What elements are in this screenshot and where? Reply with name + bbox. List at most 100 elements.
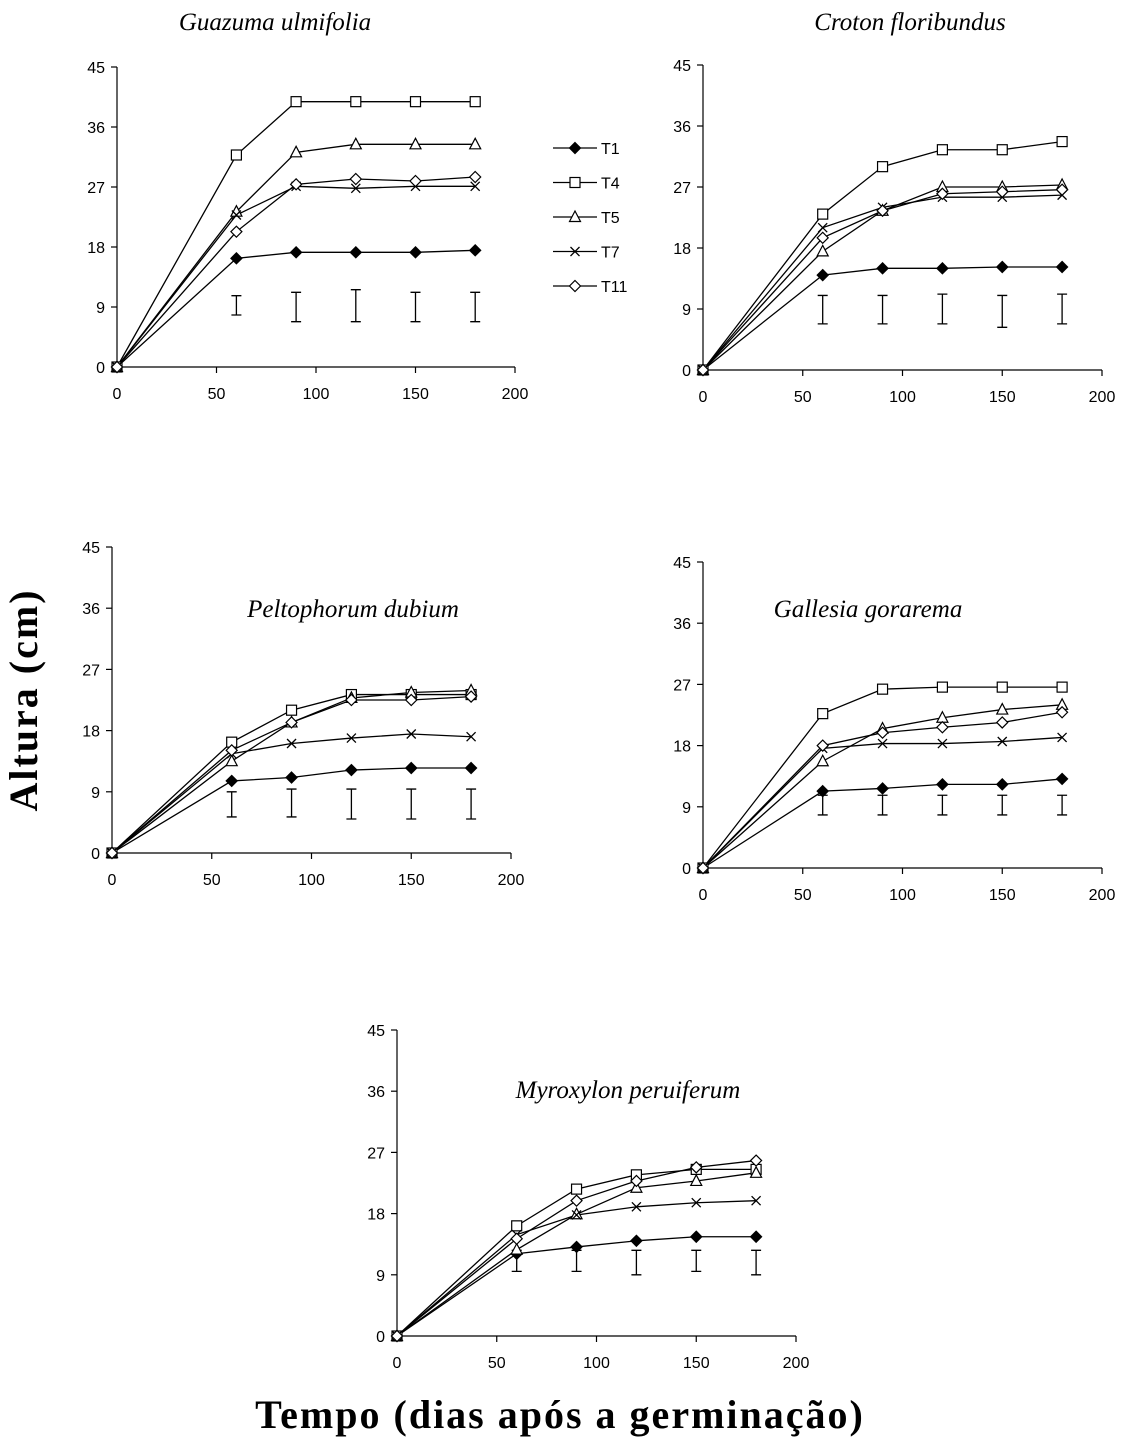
data-point-t11	[995, 716, 1009, 729]
data-point-t1	[225, 774, 239, 788]
error-bar	[877, 294, 888, 325]
x-axis-label: Tempo (dias após a germinação)	[255, 1392, 865, 1437]
data-point-t1	[349, 245, 363, 259]
series-line-t11	[702, 711, 1063, 869]
data-point-t11	[464, 690, 478, 703]
data-point-t1	[995, 778, 1009, 791]
error-bar	[877, 794, 888, 816]
chart-panel-2: Croton floribundus 0 9 18 27 36 45 0 50 100 150 200	[673, 9, 1115, 406]
y-tick-label: 9	[682, 800, 691, 817]
error-bar	[226, 791, 237, 818]
data-point-t5	[995, 702, 1009, 715]
data-point-t1	[995, 260, 1009, 274]
data-point-t11	[816, 231, 830, 245]
y-tick-label: 36	[87, 120, 105, 137]
x-tick-label: 100	[303, 386, 330, 403]
x-tick-label: 0	[699, 389, 708, 406]
data-point-t5	[289, 145, 303, 158]
x-tick-label: 100	[298, 872, 325, 889]
data-point-t4	[511, 1220, 523, 1232]
y-tick-label: 45	[673, 58, 691, 75]
data-point-t11	[404, 693, 418, 707]
data-point-t4	[936, 144, 949, 156]
data-point-t1	[285, 771, 298, 784]
series-line-t11	[702, 189, 1063, 371]
legend-item-t1: T1	[553, 141, 620, 158]
y-tick-label: 45	[367, 1023, 385, 1040]
series-line-t5	[702, 184, 1063, 371]
data-point-t1	[936, 261, 949, 275]
data-point-t1	[936, 778, 949, 791]
legend-item-t11: T11	[553, 279, 627, 296]
chart-panel-3: Peltophorum dubium 0 9 18 27 36 45 0 50 100 150 200	[82, 540, 524, 889]
data-point-t1	[570, 1240, 583, 1254]
data-point-t11	[349, 172, 363, 186]
error-bar	[997, 294, 1008, 328]
panel-title: Peltophorum dubium	[246, 596, 459, 623]
panel-title: Croton floribundus	[814, 9, 1005, 36]
data-point-t4	[350, 96, 362, 108]
x-tick-label: 150	[398, 872, 425, 889]
x-tick-label: 50	[208, 386, 226, 403]
data-point-t11	[1055, 705, 1069, 719]
y-tick-label: 36	[82, 601, 100, 618]
series-line-t4	[116, 101, 476, 368]
data-point-t7	[817, 222, 828, 233]
data-point-t1	[409, 245, 422, 259]
y-tick-label: 36	[673, 616, 691, 633]
data-point-t7	[937, 738, 948, 749]
legend-label: T7	[601, 245, 620, 262]
series-line-t5	[396, 1172, 757, 1337]
data-point-t11	[468, 170, 482, 184]
data-point-t4	[570, 1183, 583, 1195]
legend-marker-t11	[568, 279, 582, 293]
data-point-t4	[285, 704, 298, 716]
x-tick-label: 200	[1089, 389, 1116, 406]
legend-marker-t1	[568, 141, 582, 155]
data-point-t5	[816, 753, 830, 767]
y-tick-label: 9	[96, 300, 105, 317]
y-tick-label: 18	[82, 724, 100, 741]
data-point-t4	[936, 681, 949, 693]
error-bar	[1057, 293, 1068, 325]
y-tick-label: 9	[376, 1268, 385, 1285]
data-point-t5	[816, 244, 830, 257]
data-point-t7	[751, 1195, 762, 1206]
data-point-t1	[404, 761, 418, 775]
series-line-t11	[116, 176, 476, 368]
data-point-t5	[225, 753, 239, 767]
data-point-t11	[936, 187, 949, 201]
y-tick-label: 0	[91, 846, 100, 863]
data-point-t1	[876, 261, 889, 275]
y-tick-label: 27	[673, 677, 691, 694]
data-point-t11	[510, 1232, 524, 1246]
x-tick-label: 0	[108, 872, 117, 889]
data-point-t11	[409, 174, 422, 188]
legend-label: T5	[601, 210, 620, 227]
data-point-t7	[466, 731, 477, 742]
data-point-t11	[630, 1174, 643, 1188]
error-bar	[631, 1249, 642, 1276]
data-point-t4	[290, 96, 302, 108]
data-point-t11	[230, 225, 243, 239]
error-bar	[231, 295, 242, 316]
data-point-t5	[229, 204, 243, 217]
y-tick-label: 18	[673, 739, 691, 756]
x-tick-label: 100	[583, 1355, 610, 1372]
x-tick-label: 150	[989, 887, 1016, 904]
y-tick-label: 45	[82, 540, 100, 557]
data-point-t7	[286, 738, 297, 749]
data-point-t1	[289, 245, 303, 259]
legend-item-t7: T7	[553, 245, 620, 262]
y-tick-label: 27	[82, 662, 100, 679]
series-line-t5	[116, 143, 476, 368]
data-point-t4	[469, 96, 481, 108]
y-tick-label: 0	[376, 1329, 385, 1346]
legend-marker-t4	[569, 176, 581, 189]
data-point-t5	[510, 1242, 524, 1255]
data-point-t1	[689, 1230, 703, 1244]
data-point-t4	[817, 208, 829, 220]
y-tick-label: 27	[87, 180, 105, 197]
legend-label: T1	[601, 141, 620, 158]
